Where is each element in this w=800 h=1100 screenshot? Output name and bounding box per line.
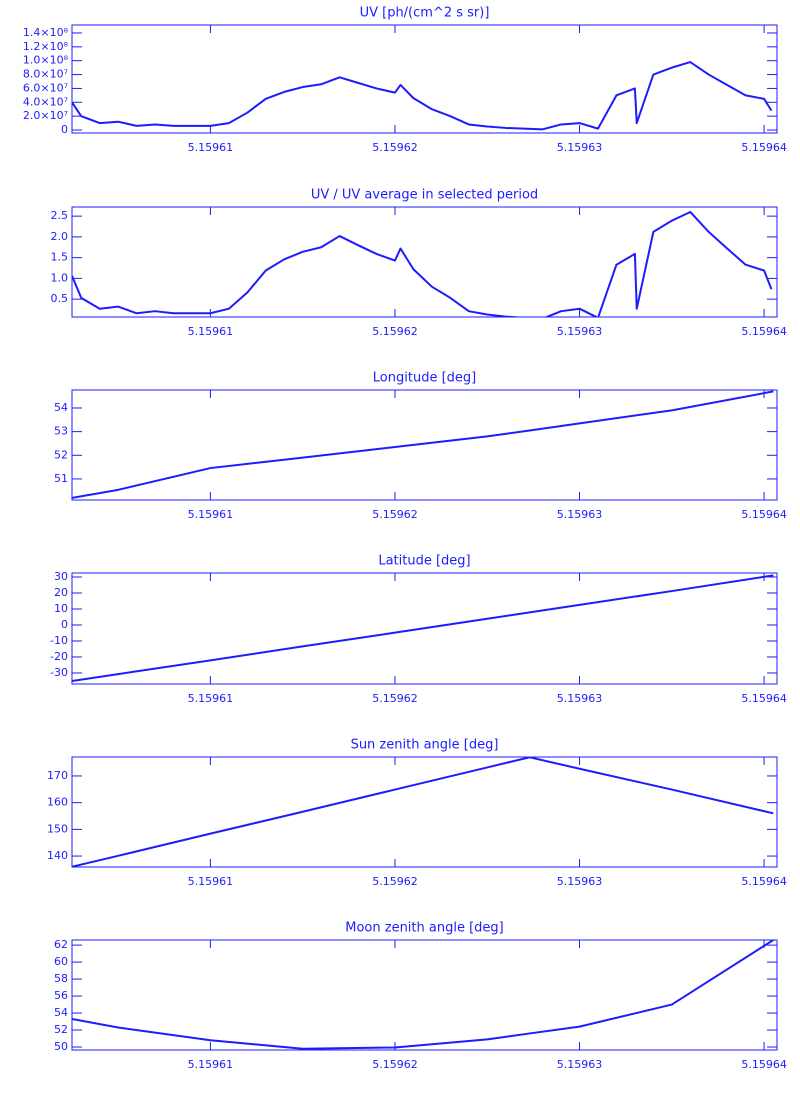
data-line bbox=[72, 210, 773, 317]
data-line bbox=[72, 940, 774, 1050]
plot-frame bbox=[71, 389, 778, 501]
y-tick-label: 8.0×10⁷ bbox=[23, 68, 68, 81]
y-tick-label: 58 bbox=[54, 972, 68, 985]
y-tick-label: -10 bbox=[50, 634, 68, 647]
y-tick-label: 1.5 bbox=[51, 251, 69, 264]
y-tick-label: 4.0×10⁷ bbox=[23, 95, 68, 108]
chart-panel: UV / UV average in selected period 5.1596… bbox=[51, 188, 787, 339]
chart-title: Sun zenith angle [deg] bbox=[351, 738, 499, 753]
plot-frame bbox=[71, 756, 778, 868]
y-tick-label: 52 bbox=[54, 448, 68, 461]
plot-frame bbox=[71, 206, 778, 318]
chart-title: UV / UV average in selected period bbox=[311, 188, 538, 203]
x-tick-label: 5.15963 bbox=[557, 508, 603, 521]
y-tick-label: 1.0×10⁸ bbox=[23, 54, 69, 67]
x-tick-label: 5.15962 bbox=[372, 875, 418, 888]
x-tick-label: 5.15961 bbox=[188, 325, 234, 338]
x-tick-label: 5.15963 bbox=[557, 875, 603, 888]
x-tick-label: 5.15964 bbox=[741, 508, 787, 521]
y-tick-label: 170 bbox=[47, 769, 68, 782]
y-tick-label: 1.2×10⁸ bbox=[23, 40, 69, 53]
data-line bbox=[72, 757, 774, 867]
x-tick-label: 5.15964 bbox=[741, 1058, 787, 1071]
x-tick-label: 5.15962 bbox=[372, 325, 418, 338]
chart-panel: UV [ph/(cm^2 s sr)] 5.15961 5.15962 5.15963… bbox=[23, 6, 787, 155]
data-line bbox=[72, 390, 774, 499]
chart-panel: Sun zenith angle [deg] 5.15961 5.15962 5.15… bbox=[47, 738, 787, 889]
y-tick-label: 62 bbox=[54, 938, 68, 951]
y-tick-label: 2.0 bbox=[51, 230, 69, 243]
y-tick-label: 2.0×10⁷ bbox=[23, 109, 68, 122]
y-tick-label: -30 bbox=[50, 666, 68, 679]
x-tick-label: 5.15962 bbox=[372, 141, 418, 154]
y-tick-label: 56 bbox=[54, 989, 68, 1002]
chart-panel: Longitude [deg] 5.15961 5.15962 5.15963 5.15… bbox=[54, 371, 787, 522]
chart-title: Moon zenith angle [deg] bbox=[345, 921, 503, 936]
y-tick-label: 140 bbox=[47, 849, 68, 862]
plot-frame bbox=[71, 24, 778, 134]
chart-panel: Moon zenith angle [deg] 5.15961 5.15962 5.1… bbox=[54, 921, 787, 1072]
plot-frame bbox=[71, 939, 778, 1051]
x-tick-label: 5.15962 bbox=[372, 692, 418, 705]
plot-frame bbox=[71, 572, 778, 685]
chart-panel: Latitude [deg] 5.15961 5.15962 5.15963 5.159… bbox=[50, 554, 787, 706]
chart-title: UV [ph/(cm^2 s sr)] bbox=[360, 6, 490, 21]
y-tick-label: 20 bbox=[54, 586, 68, 599]
y-tick-label: 1.4×10⁸ bbox=[23, 26, 69, 39]
x-tick-label: 5.15962 bbox=[372, 1058, 418, 1071]
y-tick-label: 150 bbox=[47, 822, 68, 835]
y-tick-label: 0 bbox=[61, 618, 68, 631]
chart-title: Latitude [deg] bbox=[378, 554, 470, 569]
x-tick-label: 5.15963 bbox=[557, 141, 603, 154]
y-tick-label: 54 bbox=[54, 1006, 68, 1019]
y-tick-label: -20 bbox=[50, 650, 68, 663]
x-tick-label: 5.15963 bbox=[557, 1058, 603, 1071]
y-tick-label: 54 bbox=[54, 401, 68, 414]
y-tick-label: 60 bbox=[54, 955, 68, 968]
x-tick-label: 5.15961 bbox=[188, 508, 234, 521]
x-tick-label: 5.15961 bbox=[188, 1058, 234, 1071]
y-tick-label: 6.0×10⁷ bbox=[23, 81, 68, 94]
y-tick-label: 30 bbox=[54, 570, 68, 583]
y-tick-label: 160 bbox=[47, 796, 68, 809]
y-tick-label: 52 bbox=[54, 1023, 68, 1036]
x-tick-label: 5.15964 bbox=[741, 141, 787, 154]
x-tick-label: 5.15961 bbox=[188, 692, 234, 705]
y-tick-label: 0 bbox=[61, 123, 68, 136]
x-tick-label: 5.15962 bbox=[372, 508, 418, 521]
data-line bbox=[72, 61, 773, 131]
x-tick-label: 5.15963 bbox=[557, 692, 603, 705]
y-tick-label: 50 bbox=[54, 1040, 68, 1053]
x-tick-label: 5.15964 bbox=[741, 875, 787, 888]
y-tick-label: 2.5 bbox=[51, 209, 69, 222]
y-tick-label: 0.5 bbox=[51, 292, 69, 305]
y-tick-label: 10 bbox=[54, 602, 68, 615]
x-tick-label: 5.15961 bbox=[188, 141, 234, 154]
x-tick-label: 5.15963 bbox=[557, 325, 603, 338]
x-tick-label: 5.15961 bbox=[188, 875, 234, 888]
y-tick-label: 1.0 bbox=[51, 271, 69, 284]
chart-title: Longitude [deg] bbox=[373, 371, 476, 386]
x-tick-label: 5.15964 bbox=[741, 692, 787, 705]
y-tick-label: 51 bbox=[54, 472, 68, 485]
y-tick-label: 53 bbox=[54, 425, 68, 438]
x-tick-label: 5.15964 bbox=[741, 325, 787, 338]
data-line bbox=[72, 574, 774, 682]
